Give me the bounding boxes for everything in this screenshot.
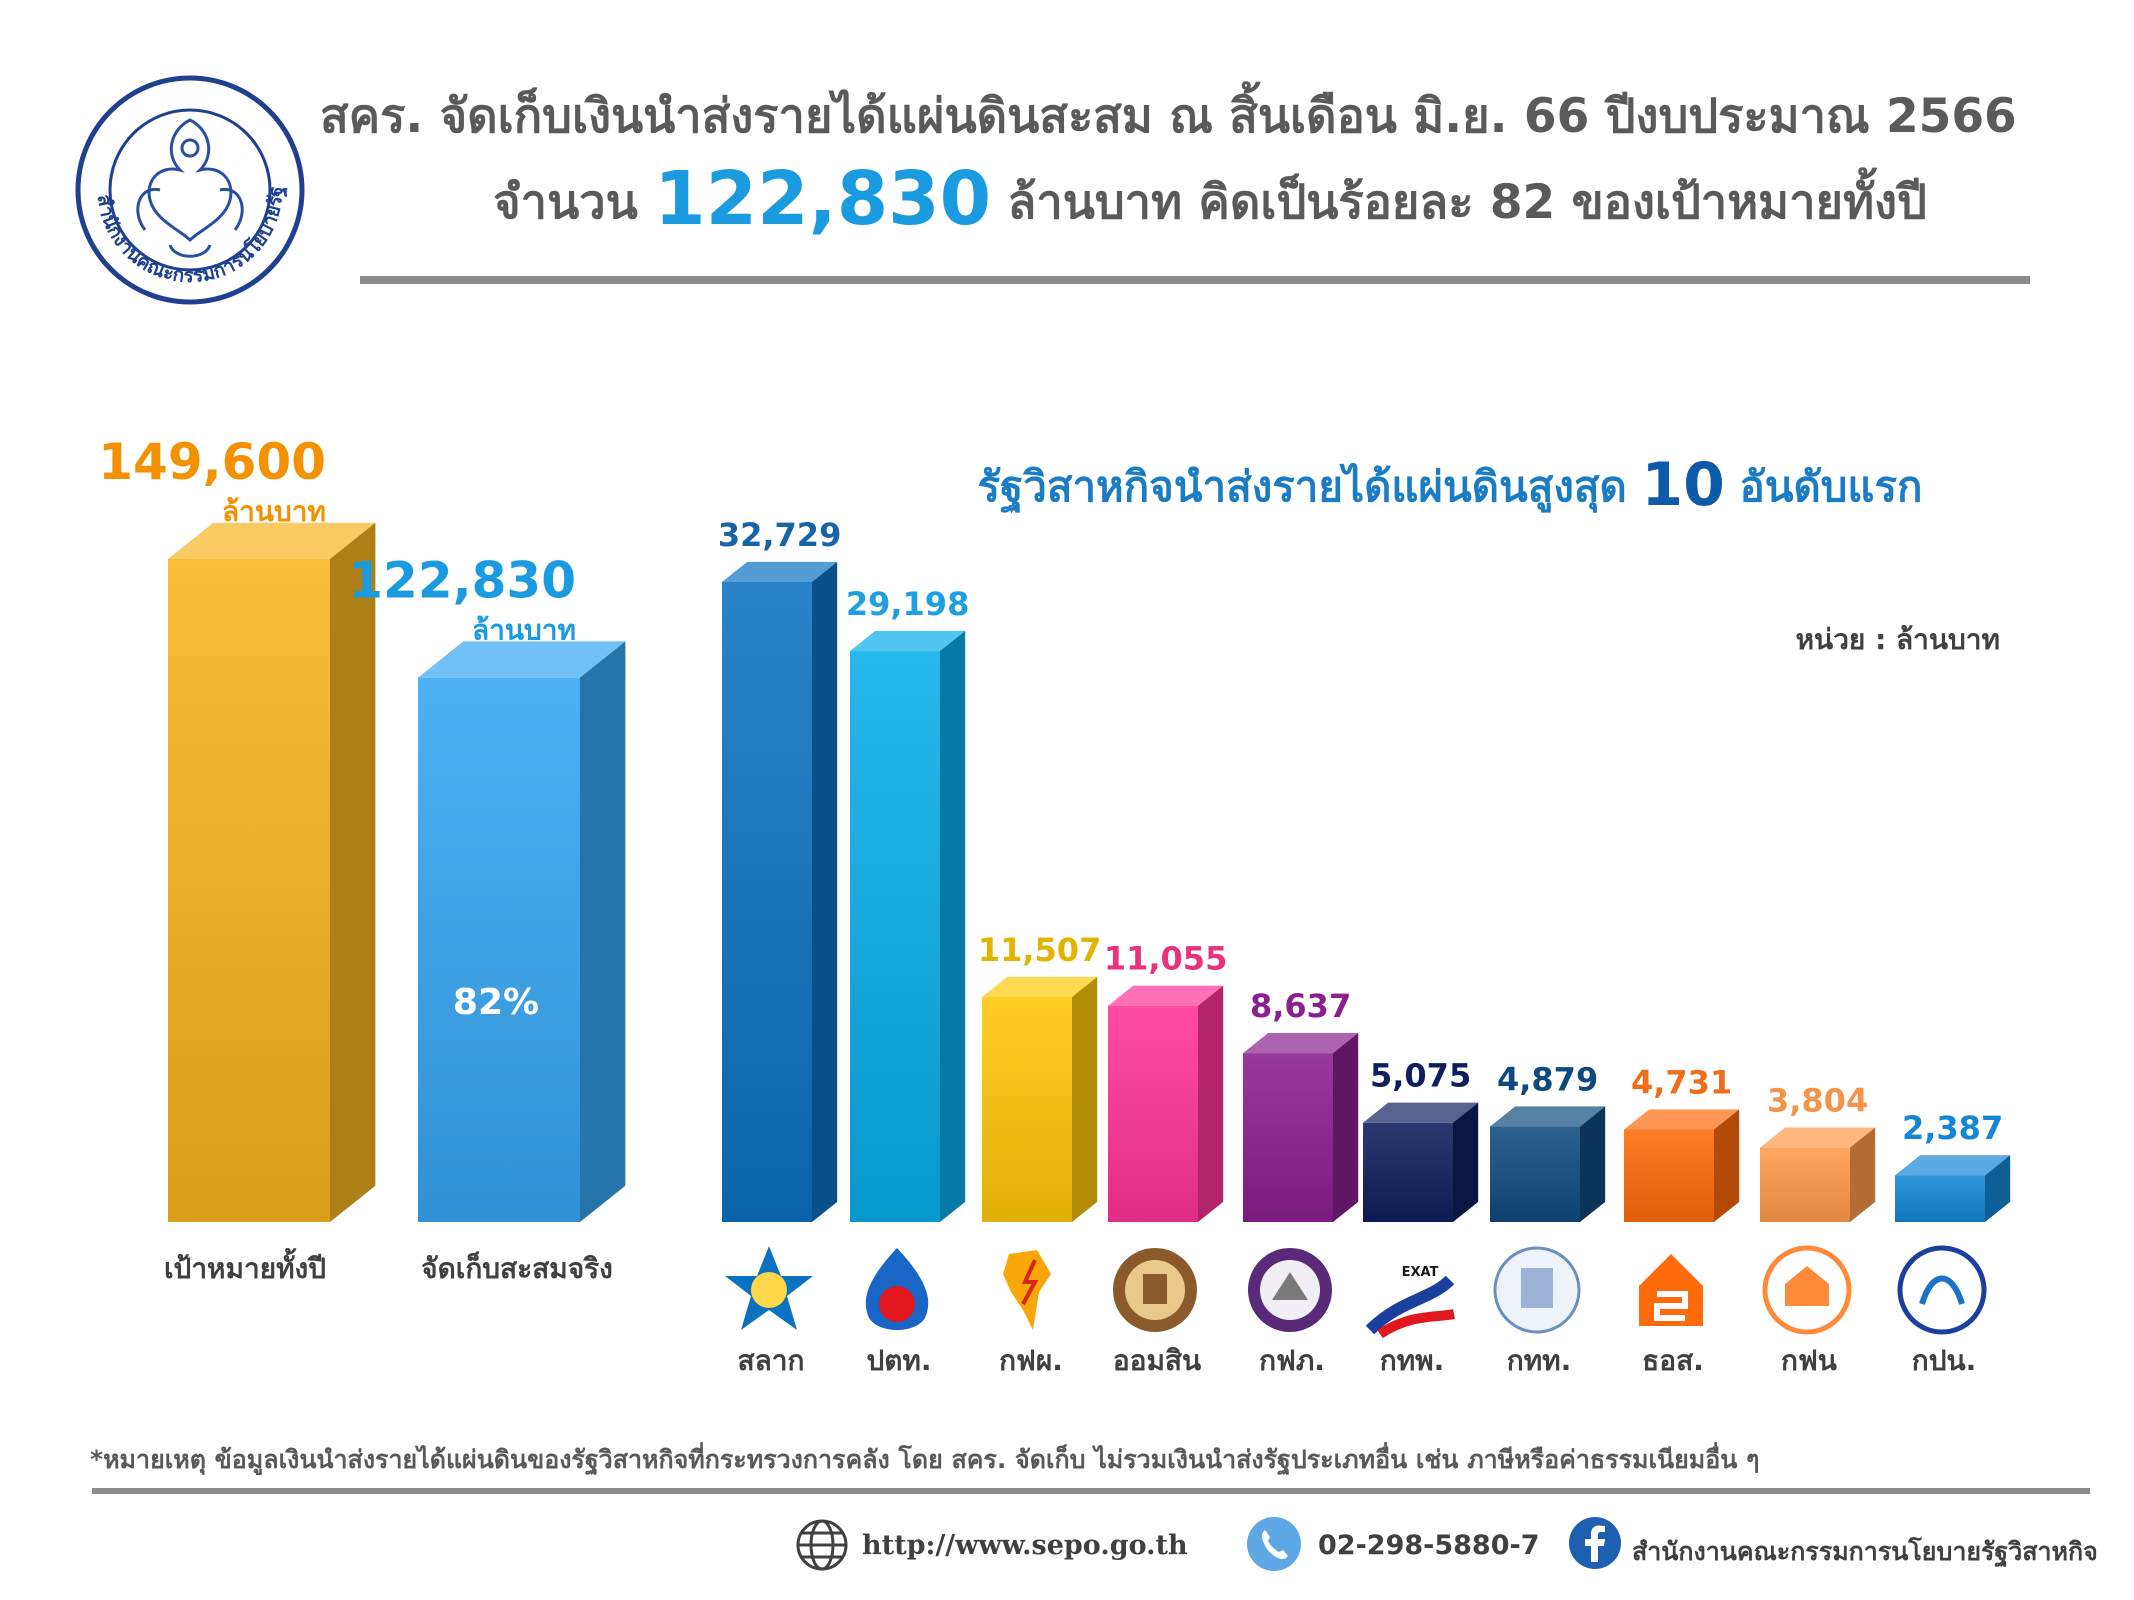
top10-bar-5	[1363, 1102, 1479, 1222]
phone-number: 02-298-5880-7	[1318, 1530, 1540, 1561]
top10-bar-4	[1243, 1032, 1359, 1222]
phone-icon	[1246, 1516, 1302, 1572]
footer-divider	[92, 1488, 2090, 1494]
top10-bar-value-3: 11,055	[1104, 940, 1227, 978]
pea-seal-icon	[1248, 1248, 1332, 1332]
ptt-flame-icon	[865, 1248, 929, 1330]
top10-bar-0	[722, 561, 838, 1222]
port-seal-icon	[1493, 1246, 1581, 1334]
target-bar-unit-1: ล้านบาท	[472, 614, 576, 647]
mea-building-icon	[1762, 1245, 1852, 1335]
top10-bar-value-1: 29,198	[846, 585, 969, 623]
target-bar-value-1: 122,830	[348, 552, 576, 610]
top10-bar-category-7: ธอส.	[1642, 1344, 1704, 1377]
exat-icon-text: EXAT	[1402, 1265, 1439, 1280]
header-prefix: จำนวน	[493, 175, 638, 230]
facebook-page-name[interactable]: สำนักงานคณะกรรมการนโยบายรัฐวิสาหกิจ	[1632, 1537, 2098, 1566]
gsb-seal-icon	[1113, 1248, 1197, 1332]
facebook-icon[interactable]	[1568, 1516, 1622, 1570]
top10-bar-value-4: 8,637	[1250, 987, 1351, 1025]
top10-bar-value-0: 32,729	[718, 516, 841, 554]
footnote: *หมายเหตุ ข้อมูลเงินนำส่งรายได้แผ่นดินขอ…	[90, 1445, 1760, 1474]
top10-bar-value-8: 3,804	[1767, 1081, 1868, 1119]
top10-bar-category-1: ปตท.	[866, 1344, 931, 1377]
top10-bar-1	[850, 630, 966, 1222]
top10-bar-8	[1760, 1127, 1876, 1222]
header-subtitle: จำนวน 122,830 ล้านบาท คิดเป็นร้อยละ 82 ข…	[320, 156, 2100, 242]
target-bar-category-0: เป้าหมายทั้งปี	[164, 1247, 326, 1285]
top10-bar-9	[1895, 1155, 2011, 1222]
header-amount: 122,830	[654, 156, 992, 242]
header-title: สคร. จัดเก็บเงินนำส่งรายได้แผ่นดินสะสม ณ…	[320, 89, 2017, 144]
top10-bar-category-6: กทท.	[1507, 1344, 1572, 1377]
top10-bar-2	[982, 976, 1098, 1222]
top10-bar-7	[1624, 1109, 1740, 1222]
header-divider	[360, 276, 2030, 284]
top10-bar-3	[1108, 985, 1224, 1222]
top10-bar-category-3: ออมสิน	[1113, 1344, 1201, 1377]
top10-title-suffix: อันดับแรก	[1739, 462, 1923, 511]
website-link[interactable]: http://www.sepo.go.th	[862, 1530, 1188, 1561]
globe-icon	[795, 1518, 849, 1572]
target-bar-category-1: จัดเก็บสะสมจริง	[421, 1251, 613, 1285]
top10-title-prefix: รัฐวิสาหกิจนำส่งรายได้แผ่นดินสูงสุด	[977, 462, 1627, 511]
top10-bar-value-9: 2,387	[1902, 1109, 2003, 1147]
top10-bar-category-2: กฟผ.	[999, 1344, 1063, 1377]
top10-bar-category-9: กปน.	[1912, 1344, 1977, 1377]
top10-bar-category-4: กฟภ.	[1259, 1344, 1325, 1377]
top10-title-number: 10	[1641, 450, 1725, 520]
top10-bar-category-8: กฟน	[1781, 1344, 1837, 1377]
header-suffix: ล้านบาท คิดเป็นร้อยละ 82 ของเป้าหมายทั้ง…	[1007, 175, 1927, 230]
ghb-house-icon	[1639, 1254, 1703, 1326]
target-bar-0	[168, 522, 376, 1222]
top10-bar-category-0: สลาก	[738, 1344, 805, 1377]
top10-bar-6	[1490, 1106, 1606, 1222]
sepo-logo: สำนักงานคณะกรรมการนโยบายรัฐวิสาหกิจ	[64, 53, 310, 310]
top10-bar-category-5: กทพ.	[1380, 1344, 1445, 1377]
target-bar-unit-0: ล้านบาท	[222, 495, 326, 528]
mwa-seal-icon	[1897, 1245, 1987, 1335]
top10-bar-value-2: 11,507	[978, 931, 1101, 969]
egat-thailand-icon	[1003, 1250, 1051, 1330]
target-bar-value-0: 149,600	[98, 433, 326, 491]
target-bar-1	[418, 641, 626, 1222]
top10-bar-value-7: 4,731	[1631, 1063, 1732, 1101]
top10-bar-value-5: 5,075	[1370, 1057, 1471, 1095]
top10-chart-title: รัฐวิสาหกิจนำส่งรายได้แผ่นดินสูงสุด 10 อ…	[900, 450, 2000, 520]
unit-note: หน่วย : ล้านบาท	[1795, 623, 2000, 656]
lottery-star-icon	[725, 1246, 813, 1330]
exat-road-icon: EXAT	[1365, 1265, 1455, 1339]
collected-percent-label: 82%	[453, 982, 539, 1023]
top10-bar-value-6: 4,879	[1497, 1060, 1598, 1098]
